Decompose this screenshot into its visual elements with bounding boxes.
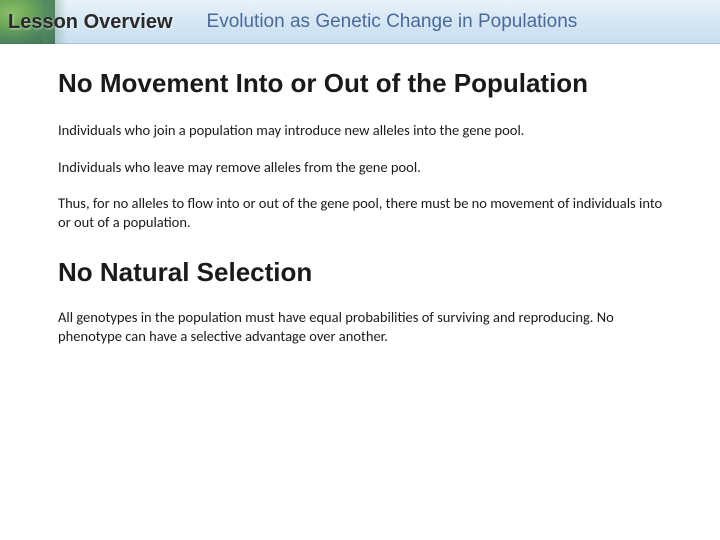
section1-paragraph2: Individuals who leave may remove alleles… (58, 158, 676, 177)
slide-header: Lesson Overview Evolution as Genetic Cha… (0, 0, 720, 44)
topic-title: Evolution as Genetic Change in Populatio… (207, 11, 578, 33)
section1-heading: No Movement Into or Out of the Populatio… (58, 68, 676, 99)
section1-paragraph1: Individuals who join a population may in… (58, 121, 676, 140)
lesson-overview-label: Lesson Overview (8, 11, 173, 34)
section2-paragraph1: All genotypes in the population must hav… (58, 308, 676, 345)
section2-heading: No Natural Selection (58, 257, 676, 288)
section1-paragraph3: Thus, for no alleles to flow into or out… (58, 194, 676, 231)
slide-content: No Movement Into or Out of the Populatio… (0, 44, 720, 345)
